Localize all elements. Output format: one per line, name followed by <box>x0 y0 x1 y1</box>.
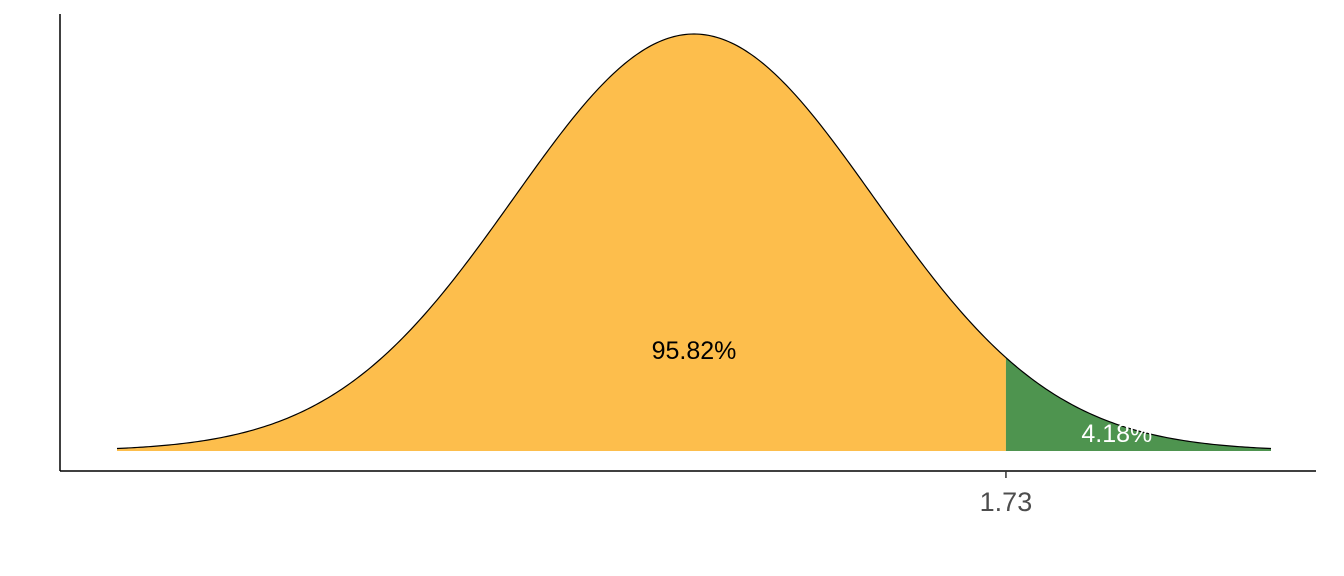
x-tick-label: 1.73 <box>980 487 1033 517</box>
area-below-cutoff <box>117 34 1006 451</box>
density-curve <box>116 33 1272 450</box>
percent-label-above-cutoff: 4.18% <box>1081 420 1152 448</box>
area-above-cutoff <box>1005 357 1271 451</box>
percent-label-below-cutoff: 95.82% <box>652 337 737 365</box>
